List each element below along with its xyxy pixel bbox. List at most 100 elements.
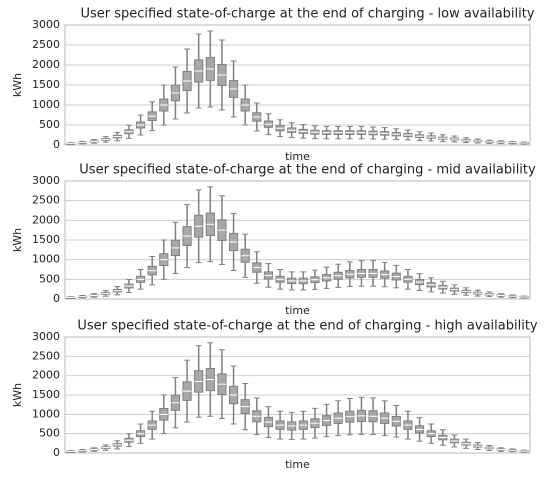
- box-group: [484, 291, 494, 298]
- box-group: [147, 101, 157, 132]
- x-axis-label: time: [285, 304, 310, 317]
- box-group: [77, 294, 88, 299]
- box-group: [519, 449, 529, 453]
- box-group: [438, 280, 448, 294]
- box-group: [507, 140, 518, 145]
- box-group: [66, 450, 76, 453]
- box-group: [275, 269, 285, 290]
- box-group: [438, 134, 448, 143]
- y-tick-label: 2000: [32, 58, 60, 71]
- box-group: [228, 365, 239, 425]
- y-tick-label: 1500: [32, 388, 60, 401]
- box-group: [182, 204, 192, 269]
- box-group: [240, 84, 250, 126]
- y-tick-label: 0: [53, 292, 60, 305]
- box-group: [380, 127, 390, 140]
- box-group: [519, 295, 529, 299]
- box-group: [135, 269, 146, 290]
- y-axis-label: kWh: [11, 228, 24, 252]
- box-group: [414, 273, 425, 292]
- box-group: [321, 403, 332, 438]
- box-group: [252, 397, 262, 436]
- y-tick-label: 1000: [32, 98, 60, 111]
- box-group: [263, 263, 274, 288]
- box-group: [77, 140, 88, 145]
- y-tick-label: 3000: [32, 18, 60, 31]
- box-group: [391, 264, 401, 289]
- box-group: [321, 266, 332, 289]
- box-group: [391, 128, 401, 141]
- box-group: [484, 444, 494, 451]
- box-group: [333, 400, 343, 437]
- box-group: [287, 122, 297, 139]
- plot-frame: [64, 180, 531, 300]
- box-group: [449, 434, 460, 448]
- box-group: [380, 400, 390, 437]
- box-group: [321, 125, 332, 140]
- y-tick-label: 1000: [32, 407, 60, 420]
- box-group: [496, 447, 506, 452]
- y-axis-label: kWh: [11, 73, 24, 97]
- box-group: [101, 290, 111, 297]
- box-group: [217, 195, 227, 266]
- box-group: [101, 444, 111, 451]
- box-group: [240, 233, 250, 278]
- box-group: [170, 66, 181, 120]
- box-group: [170, 377, 181, 429]
- box-group: [368, 397, 378, 436]
- box-group: [473, 138, 483, 144]
- box-group: [333, 263, 343, 288]
- box-group: [135, 423, 146, 444]
- box-group: [252, 102, 262, 132]
- box-group: [414, 417, 425, 442]
- box-group: [112, 286, 122, 296]
- box-group: [182, 48, 192, 114]
- chart-title: User specified state-of-charge at the en…: [79, 163, 536, 178]
- y-tick-label: 2500: [32, 194, 60, 207]
- box-group: [449, 135, 460, 143]
- box-group: [159, 394, 169, 435]
- box-group: [263, 113, 274, 136]
- box-group: [89, 447, 99, 452]
- box-group: [77, 449, 88, 453]
- box-group: [345, 261, 355, 288]
- box-group: [496, 293, 506, 298]
- box-group: [275, 410, 285, 440]
- box-group: [89, 293, 99, 298]
- y-tick-label: 3000: [32, 330, 60, 343]
- box-group: [217, 39, 227, 111]
- chart-title: User specified state-of-charge at the en…: [77, 319, 538, 334]
- box-group: [310, 269, 320, 290]
- y-tick-label: 500: [39, 272, 60, 285]
- box-group: [403, 269, 413, 290]
- y-tick-label: 2500: [32, 38, 60, 51]
- box-group: [135, 114, 146, 136]
- box-group: [205, 186, 215, 263]
- box-group: [124, 124, 134, 139]
- box-group: [449, 284, 460, 295]
- box-group: [194, 189, 204, 264]
- box-group: [507, 294, 518, 299]
- box-group: [263, 406, 274, 439]
- chart-title: User specified state-of-charge at the en…: [80, 7, 534, 22]
- x-axis-label: time: [285, 458, 310, 471]
- box-group: [414, 131, 425, 142]
- box-group: [240, 382, 250, 431]
- box-group: [461, 287, 471, 296]
- box-group: [66, 296, 76, 299]
- box-group: [484, 139, 494, 144]
- y-tick-label: 2000: [32, 213, 60, 226]
- box-group: [124, 279, 134, 294]
- plot-frame: [64, 336, 531, 454]
- y-tick-label: 500: [39, 118, 60, 131]
- box-group: [194, 33, 204, 109]
- box-group: [310, 407, 320, 439]
- y-tick-label: 0: [53, 446, 60, 459]
- box-group: [159, 84, 169, 126]
- box-group: [507, 448, 518, 453]
- box-group: [426, 277, 436, 293]
- box-group: [217, 349, 227, 420]
- box-group: [356, 396, 367, 435]
- box-group: [473, 289, 483, 297]
